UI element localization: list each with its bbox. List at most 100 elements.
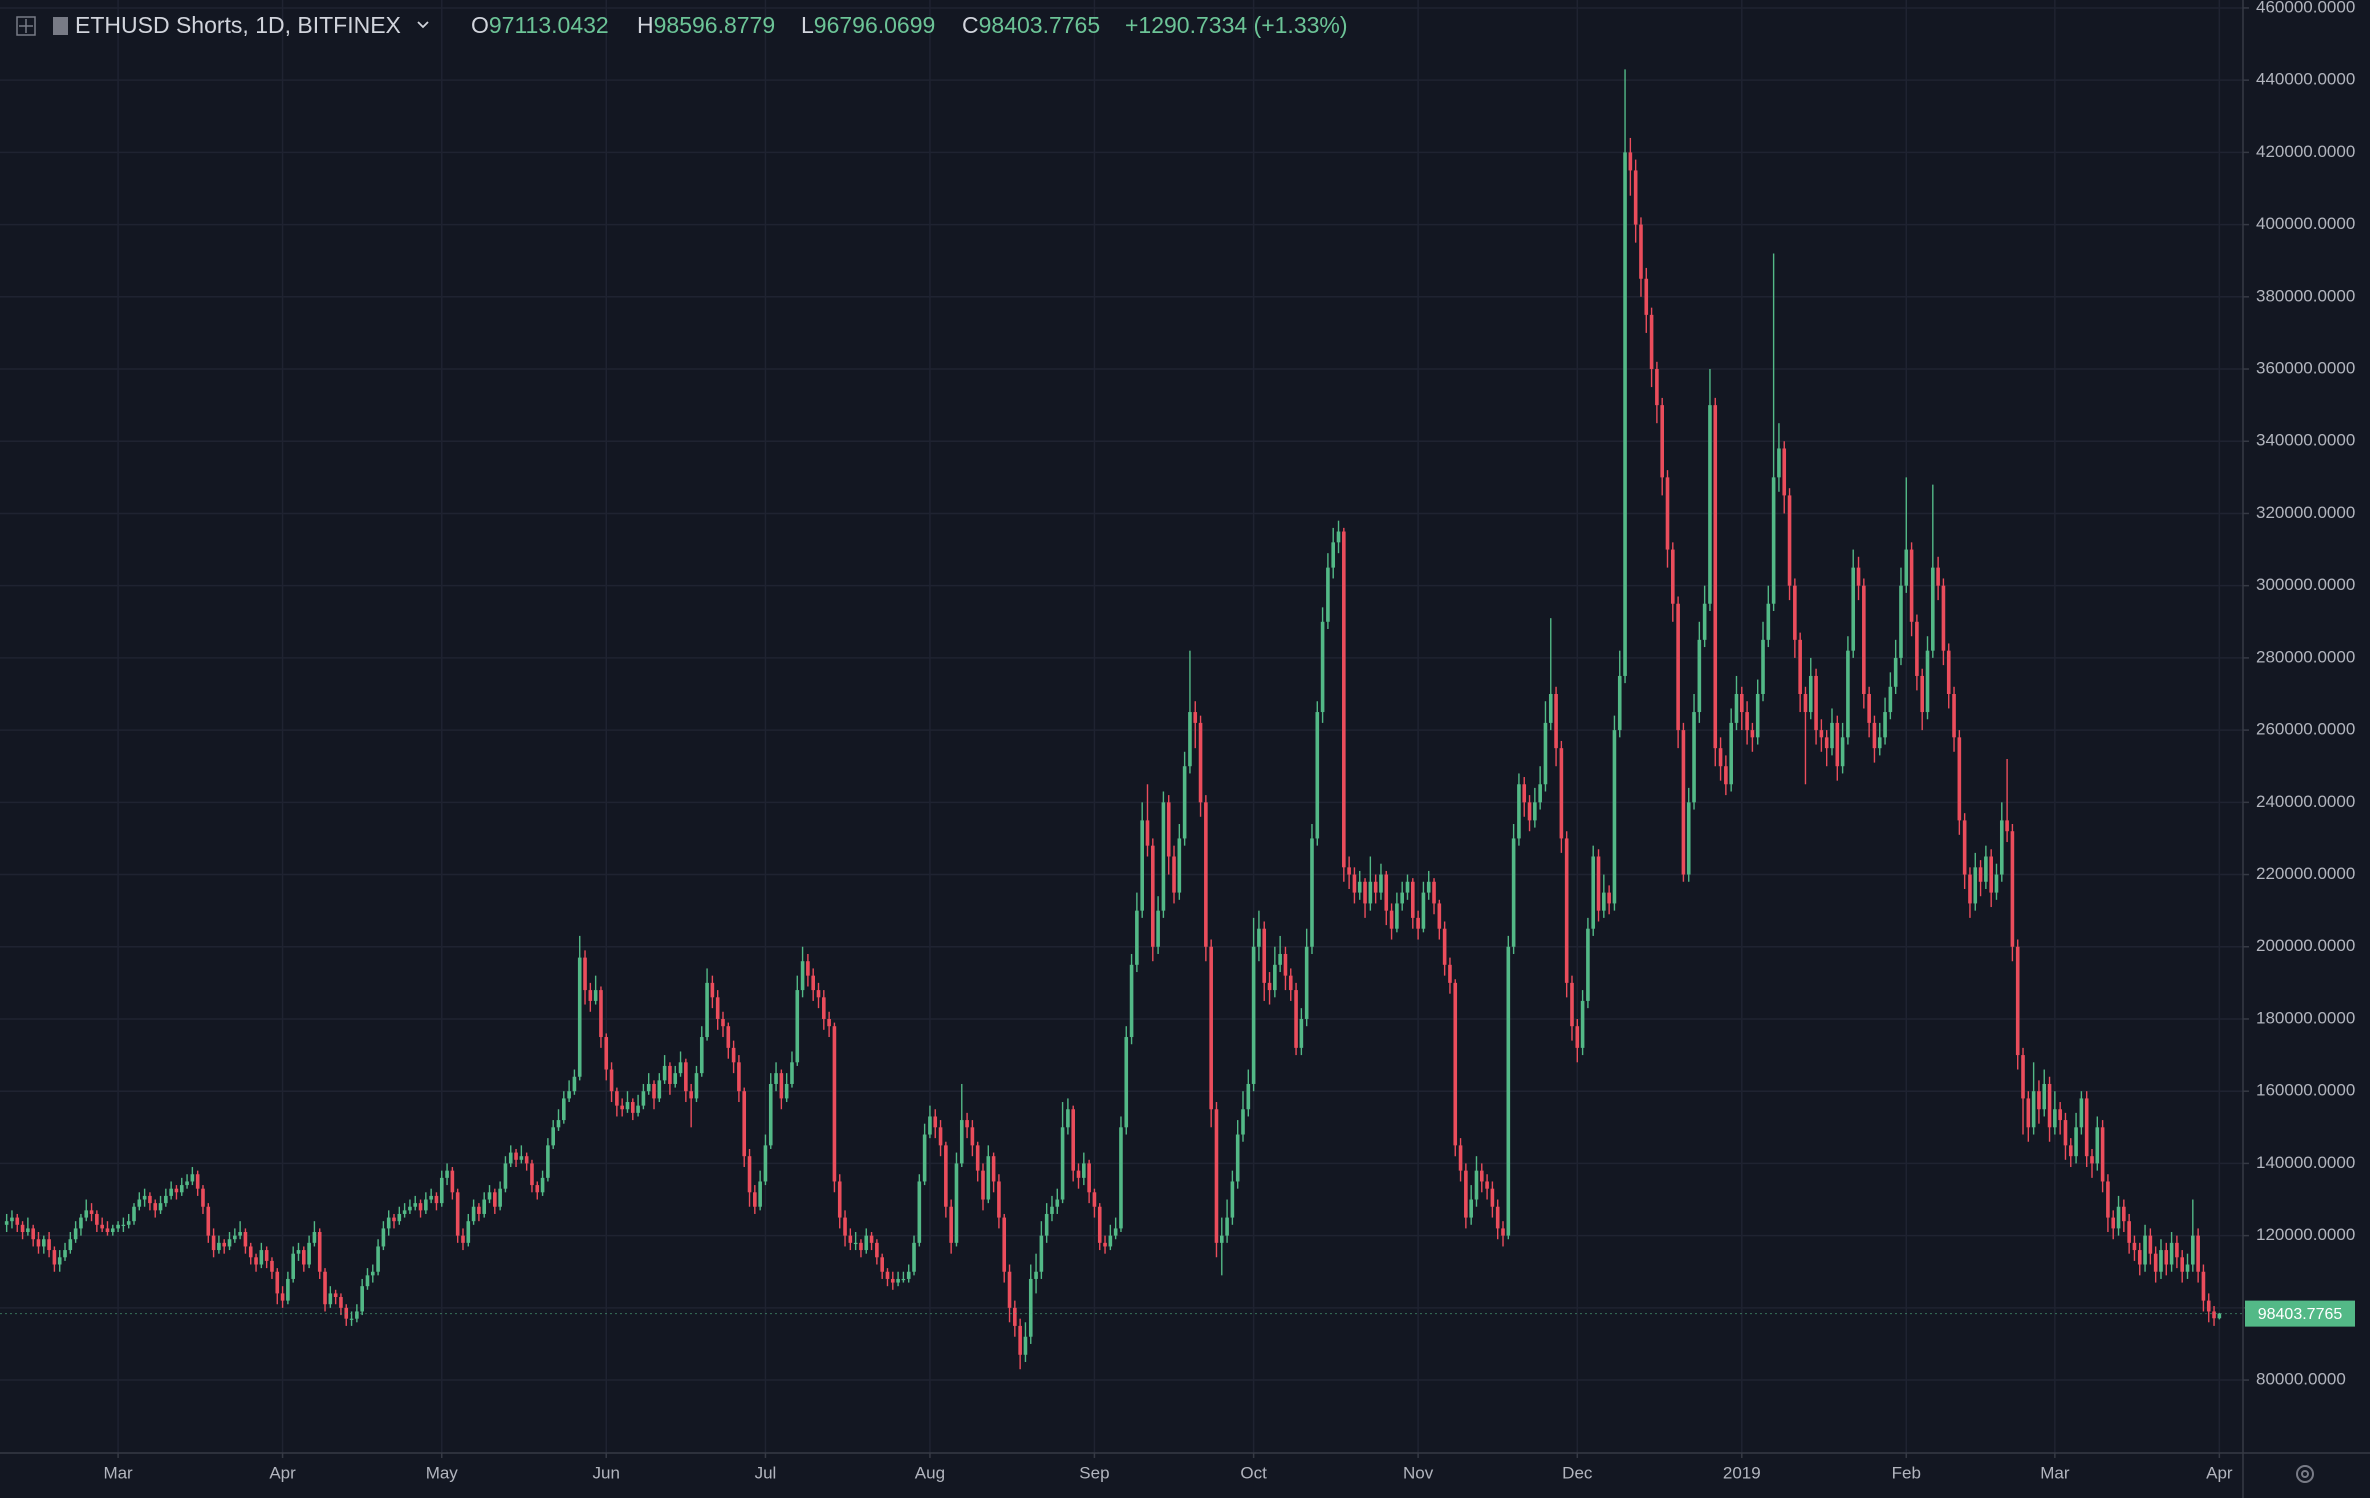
candle-body — [493, 1192, 497, 1207]
candle-body — [1591, 856, 1596, 929]
readout-value: 96796.0699 — [813, 12, 936, 38]
x-tick-label: Mar — [2040, 1463, 2070, 1482]
candle-body — [1002, 1217, 1007, 1272]
candle-body — [1209, 946, 1213, 1110]
candle-body — [1755, 694, 1760, 738]
candle-body — [487, 1192, 492, 1200]
candle-body — [530, 1163, 534, 1186]
candle-body — [2159, 1250, 2163, 1272]
candle-body — [1352, 874, 1357, 893]
candle-body — [933, 1116, 938, 1128]
candle-body — [1697, 639, 1702, 713]
candle-body — [355, 1311, 359, 1319]
candle-body — [779, 1073, 784, 1099]
candle-body — [52, 1250, 57, 1265]
candle-body — [270, 1260, 274, 1272]
candle-body — [1750, 730, 1755, 738]
candle-body — [699, 1037, 704, 1074]
candle-body — [583, 957, 587, 991]
candle-body — [1771, 477, 1776, 604]
candle-body — [1968, 874, 1972, 904]
candle-body — [264, 1250, 269, 1261]
gear-hub — [2301, 1470, 2309, 1478]
x-tick-label: 2019 — [1723, 1463, 1761, 1482]
candle-body — [1241, 1109, 1245, 1135]
candle-body — [795, 990, 800, 1063]
candle-body — [890, 1278, 895, 1283]
candle-body — [800, 961, 805, 991]
candle-body — [1734, 694, 1739, 723]
candle-body — [1082, 1163, 1086, 1178]
candle-body — [1416, 917, 1420, 929]
candle-body — [1267, 982, 1272, 991]
y-tick-label: 280000.0000 — [2256, 647, 2355, 666]
candle-body — [2053, 1109, 2057, 1128]
candle-body — [1554, 694, 1558, 749]
candle-body — [1994, 874, 1999, 893]
candle-body — [1596, 856, 1601, 911]
candle-body — [206, 1206, 211, 1236]
flag-icon[interactable] — [53, 17, 68, 35]
candle-body — [1347, 867, 1351, 875]
candle-body — [1368, 881, 1373, 904]
candle-body — [397, 1213, 402, 1222]
candle-body — [763, 1145, 768, 1182]
candle-body — [63, 1250, 67, 1258]
candle-body — [1851, 567, 1856, 651]
candle-body — [233, 1235, 237, 1240]
candle-body — [2063, 1120, 2068, 1146]
readout-change: +1290.7334 (+1.33%) — [1125, 12, 1348, 38]
candle-body — [864, 1235, 869, 1251]
candle-body — [689, 1091, 693, 1099]
candle-body — [1050, 1206, 1054, 1214]
candle-body — [95, 1213, 99, 1225]
candle-body — [1437, 903, 1442, 929]
readout-label: H — [637, 12, 654, 38]
candle-body — [1299, 1018, 1304, 1048]
candle-body — [1373, 881, 1378, 893]
candle-body — [1055, 1199, 1060, 1207]
candle-body — [524, 1156, 529, 1164]
candle-body — [620, 1105, 624, 1110]
layout-icon[interactable] — [16, 16, 36, 36]
candle-body — [604, 1037, 609, 1070]
candle-body — [254, 1257, 258, 1265]
x-tick-label: Dec — [1562, 1463, 1593, 1482]
candle-body — [630, 1102, 635, 1113]
candle-body — [1426, 881, 1431, 893]
candle-body — [1888, 686, 1893, 713]
candle-body — [2175, 1242, 2179, 1258]
candle-body — [1915, 621, 1919, 676]
candle-body — [1649, 314, 1654, 370]
candle-body — [116, 1224, 120, 1229]
candle-body — [376, 1246, 380, 1272]
candle-body — [450, 1170, 455, 1193]
candle-body — [2106, 1181, 2110, 1218]
candle-body — [567, 1091, 571, 1099]
candle-body — [2037, 1091, 2041, 1110]
candle-body — [1920, 675, 1925, 713]
symbol-title[interactable]: ETHUSD Shorts, 1D, BITFINEX — [75, 12, 401, 38]
candle-body — [2015, 946, 2020, 1056]
candle-body — [1660, 405, 1664, 478]
y-tick-label: 340000.0000 — [2256, 431, 2355, 450]
y-tick-label: 240000.0000 — [2256, 792, 2355, 811]
candle-body — [333, 1293, 338, 1298]
candle-body — [784, 1083, 789, 1099]
settings-icon[interactable] — [2296, 1465, 2314, 1483]
candle-body — [1867, 694, 1871, 723]
candle-body — [673, 1073, 678, 1084]
candle-body — [169, 1188, 173, 1196]
candle-body — [1787, 495, 1792, 586]
candle-body — [1161, 802, 1166, 911]
candle-body — [1999, 820, 2004, 875]
candle-body — [599, 990, 603, 1038]
candle-body — [1617, 675, 1622, 731]
candle-body — [1702, 603, 1707, 640]
candle-body — [944, 1145, 948, 1207]
candle-body — [1448, 964, 1452, 983]
symbol-dropdown[interactable] — [417, 21, 429, 29]
candle-body — [1076, 1170, 1081, 1178]
candle-body — [1628, 152, 1633, 171]
candle-body — [2068, 1145, 2073, 1157]
